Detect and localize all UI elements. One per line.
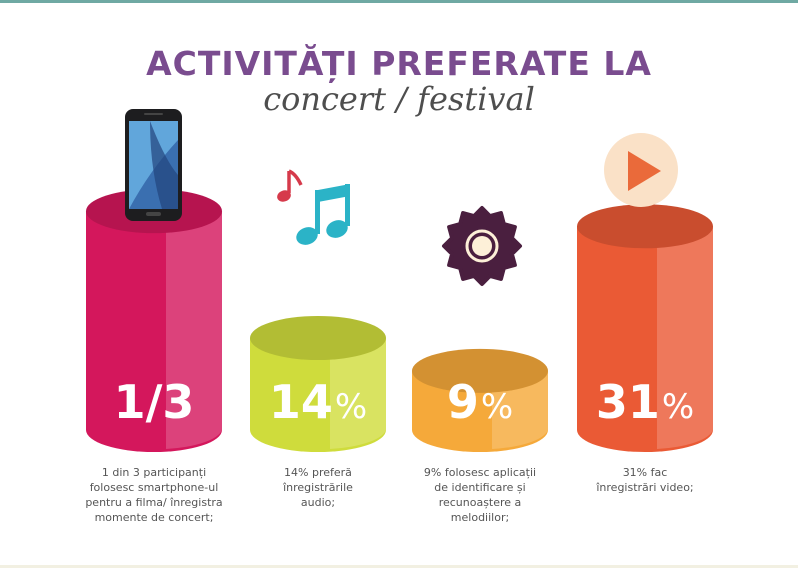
gear-record-icon: [442, 206, 522, 286]
caption-line: 1 din 3 participanți: [101, 466, 207, 479]
bar-highlight: [330, 338, 386, 449]
caption-line: 14% preferă: [284, 466, 352, 479]
play-icon: [604, 133, 678, 207]
caption-line: recunoaștere a: [438, 496, 522, 509]
smartphone-icon: [125, 109, 182, 221]
page-title: ACTIVITĂȚI PREFERATE LA: [146, 44, 652, 83]
value-label-video: 31%: [596, 375, 694, 429]
caption-video: 31% fac înregistrări video;: [575, 465, 715, 495]
caption-line: folosesc smartphone-ul: [89, 481, 219, 494]
bar-aplicatii: 9%: [412, 348, 548, 452]
caption-line: pentru a filma/ înregistra: [85, 496, 223, 509]
value-label-smartphone: 1/3: [114, 375, 195, 429]
page-subtitle: concert / festival: [263, 80, 535, 118]
caption-line: de identificare și: [434, 481, 526, 494]
bar-highlight: [657, 226, 713, 449]
caption-line: 9% folosesc aplicații: [423, 466, 537, 479]
caption-line: momente de concert;: [94, 511, 214, 524]
caption-line: audio;: [300, 496, 336, 509]
caption-line: înregistrări video;: [596, 481, 694, 494]
bar-top: [577, 204, 713, 249]
caption-line: înregistrările: [283, 481, 353, 494]
bar-audio: 14%: [250, 316, 386, 452]
caption-audio: 14% preferă înregistrările audio;: [248, 465, 388, 510]
value-label-audio: 14%: [269, 375, 367, 429]
bar-top: [250, 316, 386, 360]
caption-smartphone: 1 din 3 participanți folosesc smartphone-…: [84, 465, 224, 525]
music-notes-icon: [277, 169, 350, 245]
value-label-aplicatii: 9%: [447, 375, 513, 429]
bar-video: 31%: [577, 204, 713, 452]
bar-highlight: [166, 211, 222, 449]
caption-aplicatii: 9% folosesc aplicații de identificare și r…: [410, 465, 550, 525]
top-accent-bar: [0, 0, 798, 3]
bar-smartphone: 1/3: [86, 189, 222, 452]
caption-line: 31% fac: [622, 466, 668, 479]
bottom-accent-bar: [0, 565, 798, 568]
bar-top: [412, 348, 548, 393]
caption-line: melodiilor;: [450, 511, 510, 524]
